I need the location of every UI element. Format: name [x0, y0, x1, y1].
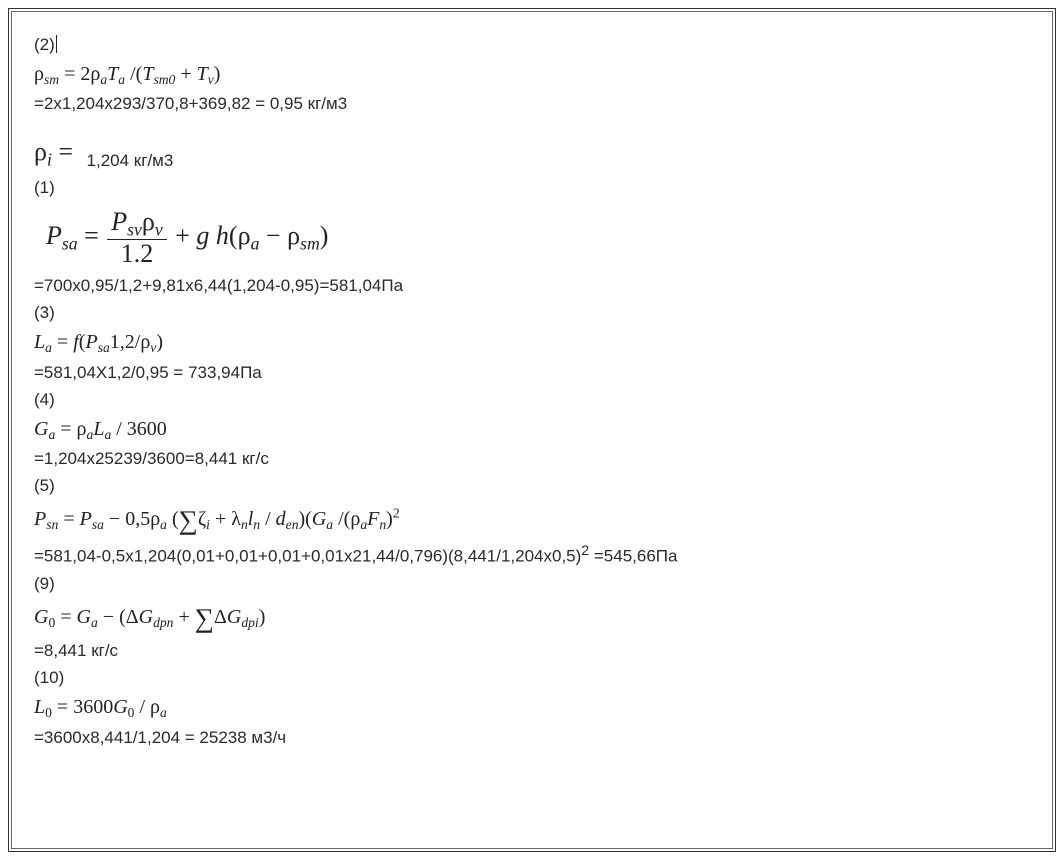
step10-label: (10): [34, 667, 1030, 690]
step10-calc: =3600x8,441/1,204 = 25238 м3/ч: [34, 727, 1030, 750]
step-label: (2): [34, 34, 1030, 57]
step5-calc: =581,04-0,5x1,204(0,01+0,01+0,01+0,01x21…: [34, 542, 1030, 569]
step3-label: (3): [34, 302, 1030, 325]
step1-calc: =700x0,95/1,2+9,81x6,44(1,204-0,95)=581,…: [34, 275, 1030, 298]
step5-calc-prefix: =581,04-0,5x1,204(0,01+0,01+0,01+0,01x21…: [34, 547, 581, 566]
step4-label: (4): [34, 389, 1030, 412]
step2-label: (2): [34, 35, 55, 54]
step2-calc: =2x1,204x293/370,8+369,82 = 0,95 кг/м3: [34, 93, 1030, 116]
step5-calc-exp: 2: [581, 543, 589, 559]
step5-formula: Psn = Psa − 0,5ρa (∑ζi + λnln / den)(Ga …: [34, 502, 1030, 538]
step1-formula: Psa = Psvρv 1.2 + g h(ρa − ρsm): [34, 204, 1030, 271]
step1-label: (1): [34, 177, 1030, 200]
step4-calc: =1,204x25239/3600=8,441 кг/с: [34, 448, 1030, 471]
rho-i-line: ρi = 1,204 кг/м3: [34, 134, 1030, 173]
step9-calc: =8,441 кг/с: [34, 640, 1030, 663]
step9-label: (9): [34, 573, 1030, 596]
text-cursor: [56, 35, 57, 53]
step3-formula: La = f(Psa1,2/ρv): [34, 329, 1030, 357]
step5-label: (5): [34, 475, 1030, 498]
step2-formula: ρsm = 2ρaTa /(Tsm0 + Tv): [34, 61, 1030, 89]
step10-formula: L0 = 3600G0 / ρa: [34, 694, 1030, 722]
step4-formula: Ga = ρaLa / 3600: [34, 416, 1030, 444]
rho-i-value: 1,204 кг/м3: [87, 151, 174, 170]
step5-calc-suffix: =545,66Па: [589, 547, 677, 566]
outer-border: (2) ρsm = 2ρaTa /(Tsm0 + Tv) =2x1,204x29…: [8, 8, 1056, 852]
step9-formula: G0 = Ga − (ΔGdpn + ∑ΔGdpi): [34, 600, 1030, 636]
document-body: (2) ρsm = 2ρaTa /(Tsm0 + Tv) =2x1,204x29…: [11, 11, 1053, 849]
page: (2) ρsm = 2ρaTa /(Tsm0 + Tv) =2x1,204x29…: [0, 0, 1064, 860]
step3-calc: =581,04X1,2/0,95 = 733,94Па: [34, 362, 1030, 385]
